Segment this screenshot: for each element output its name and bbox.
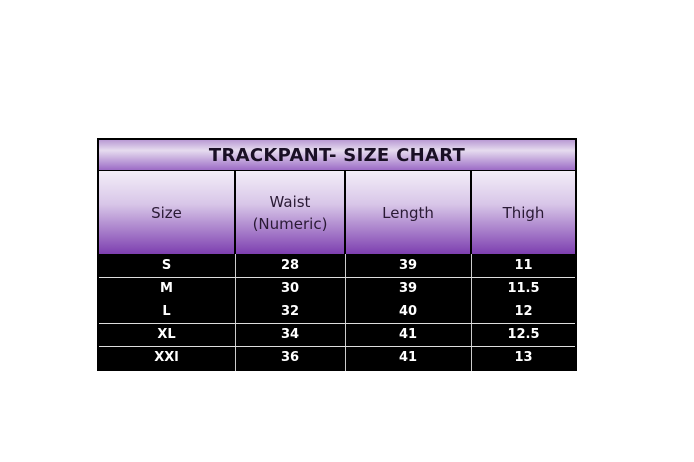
table-cell: 13 xyxy=(514,350,533,365)
table-cell: 41 xyxy=(398,350,418,365)
column-divider xyxy=(345,254,346,371)
table-cell: 32 xyxy=(280,304,300,319)
table-cell: S xyxy=(161,258,172,273)
table-cell: M xyxy=(160,281,173,296)
table-cell: 34 xyxy=(280,327,300,342)
header-waist: Waist (Numeric) xyxy=(236,171,344,254)
table-cell: 36 xyxy=(280,350,300,365)
table-cell: 12 xyxy=(514,304,533,319)
row-divider xyxy=(99,323,575,324)
table-cell: 12.5 xyxy=(507,327,540,342)
row-divider xyxy=(99,277,575,278)
size-chart-table: TRACKPANT- SIZE CHART Size Waist (Numeric… xyxy=(97,138,577,371)
table-cell: XL xyxy=(157,327,176,342)
column-divider xyxy=(471,254,472,371)
table-cell: 39 xyxy=(398,281,418,296)
table-cell: L xyxy=(162,304,171,319)
column-divider xyxy=(235,254,236,371)
table-cell: XXl xyxy=(154,350,179,365)
table-cell: 40 xyxy=(398,304,418,319)
header-length-label: Length xyxy=(382,203,434,222)
table-title: TRACKPANT- SIZE CHART xyxy=(99,140,575,170)
header-waist-line1: Waist xyxy=(269,192,311,211)
header-waist-line2: (Numeric) xyxy=(252,214,328,233)
header-length: Length xyxy=(346,171,470,254)
table-cell: 11 xyxy=(514,258,533,273)
header-waist-label: Waist (Numeric) xyxy=(253,191,328,235)
table-cell: 30 xyxy=(280,281,300,296)
table-cell: 41 xyxy=(398,327,418,342)
table-cell: 11.5 xyxy=(507,281,540,296)
header-thigh: Thigh xyxy=(472,171,575,254)
header-size-label: Size xyxy=(151,203,182,222)
header-thigh-label: Thigh xyxy=(502,203,545,222)
table-cell: 39 xyxy=(398,258,418,273)
table-cell: 28 xyxy=(280,258,300,273)
row-divider xyxy=(99,346,575,347)
header-size: Size xyxy=(99,171,234,254)
